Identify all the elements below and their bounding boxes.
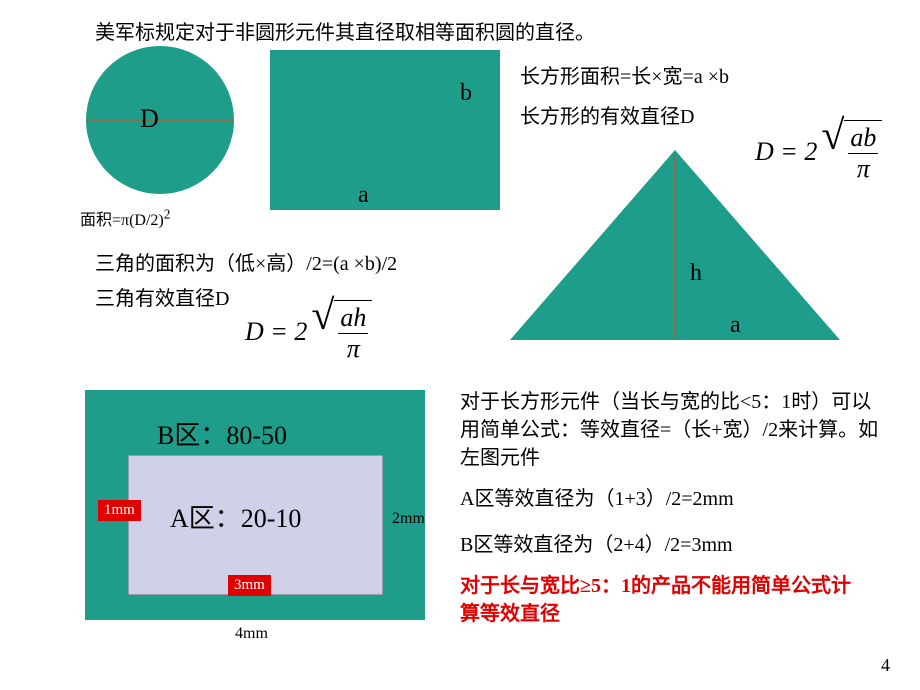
circle-area-label: 面积=π(D/2)2 bbox=[80, 206, 170, 230]
dim-1mm: 1mm bbox=[98, 500, 141, 521]
formula-tri-den: π bbox=[338, 334, 368, 364]
box-a-label: A区：20-10 bbox=[170, 498, 301, 535]
circle-d-label: D bbox=[140, 104, 159, 134]
box-b-label: B区：80-50 bbox=[157, 415, 287, 452]
bottom-p3: B区等效直径为（2+4）/2=3mm bbox=[460, 528, 733, 557]
bottom-p4: 对于长与宽比≥5：1的产品不能用简单公式计算等效直径 bbox=[460, 572, 860, 628]
formula-tri-lhs: D = 2 bbox=[245, 317, 307, 347]
circle-shape bbox=[85, 45, 235, 195]
dim-4mm: 4mm bbox=[235, 625, 268, 643]
tri-diam-text: 三角有效直径D bbox=[95, 282, 229, 311]
circle-area-text: 面积=π(D/2) bbox=[80, 212, 164, 229]
page-number: 4 bbox=[881, 655, 890, 676]
rect-area-text: 长方形面积=长×宽=a ×b bbox=[520, 60, 729, 89]
formula-tri: D = 2 √ ah π bbox=[245, 300, 372, 364]
formula-rect-den: π bbox=[848, 154, 878, 184]
bottom-p1: 对于长方形元件（当长与宽的比<5：1时）可以用简单公式：等效直径=（长+宽）/2… bbox=[460, 388, 880, 472]
dim-2mm: 2mm bbox=[392, 510, 425, 528]
tri-area-text: 三角的面积为（低×高）/2=(a ×b)/2 bbox=[95, 247, 397, 276]
rect-diam-text: 长方形的有效直径D bbox=[520, 100, 694, 129]
triangle-shape bbox=[510, 150, 840, 350]
bottom-p2: A区等效直径为（1+3）/2=2mm bbox=[460, 482, 734, 511]
rect-a-label: a bbox=[358, 182, 369, 209]
formula-rect-num: ab bbox=[848, 123, 878, 154]
circle-area-exp: 2 bbox=[164, 207, 171, 222]
rect-b-label: b bbox=[460, 80, 472, 107]
dim-3mm: 3mm bbox=[228, 575, 271, 596]
tri-h-label: h bbox=[690, 260, 702, 287]
formula-tri-num: ah bbox=[338, 303, 368, 334]
tri-a-label: a bbox=[730, 312, 741, 339]
header-text: 美军标规定对于非圆形元件其直径取相等面积圆的直径。 bbox=[95, 16, 595, 45]
rectangle-shape bbox=[270, 50, 500, 210]
